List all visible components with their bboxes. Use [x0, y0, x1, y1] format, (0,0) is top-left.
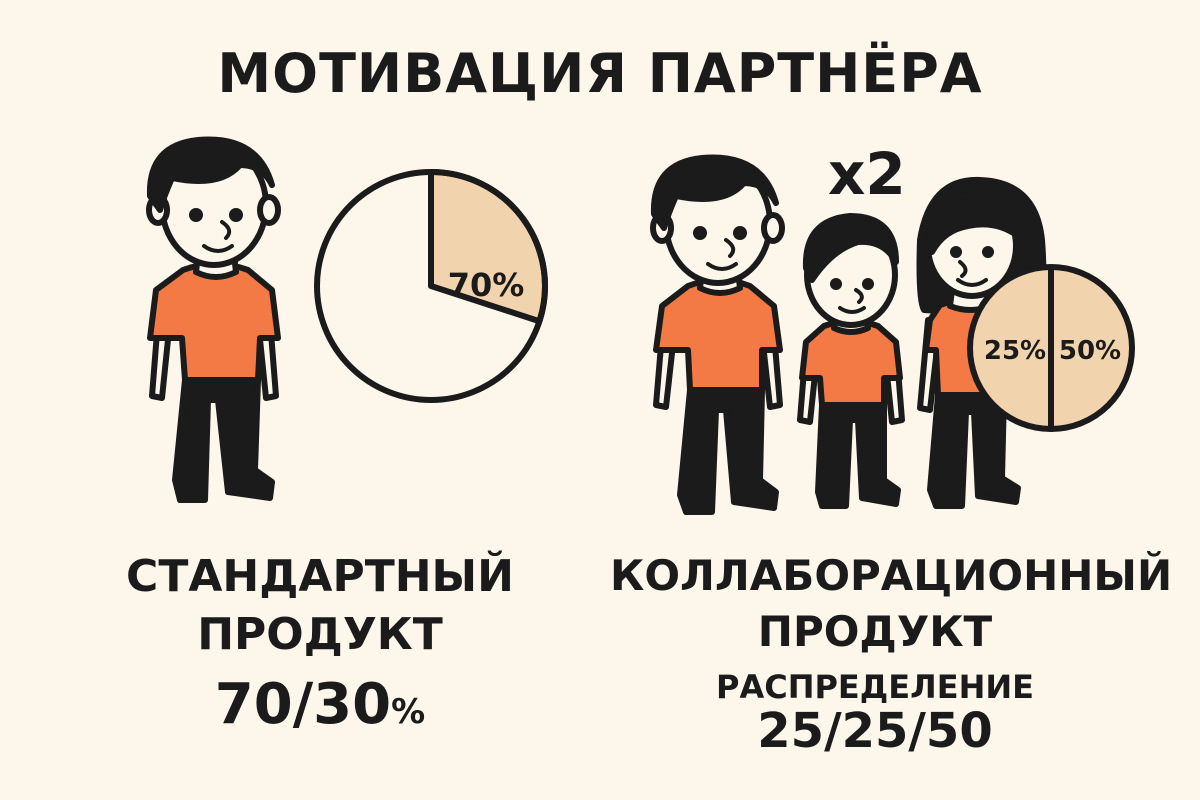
standard-split: 70/30% — [60, 672, 580, 737]
standard-product-label: СТАНДАРТНЫЙ ПРОДУКТ — [60, 548, 580, 664]
collab-label-line2: ПРОДУКТ — [757, 607, 993, 656]
boy-figure-icon — [797, 213, 905, 509]
pie-chart-icon: 25% 50% — [967, 264, 1135, 432]
distribution-value: 25/25/50 — [757, 703, 993, 759]
pie-label-70: 70% — [448, 266, 525, 304]
page-title: МОТИВАЦИЯ ПАРТНЁРА — [217, 42, 983, 105]
standard-split-unit: % — [391, 692, 426, 732]
collab-product-label: КОЛЛАБОРАЦИОННЫЙ ПРОДУКТ — [610, 548, 1173, 660]
man-figure-icon — [146, 136, 281, 503]
distribution-label: РАСПРЕДЕЛЕНИЕ — [715, 668, 1034, 706]
pie-chart-icon: 70% — [314, 169, 548, 403]
collab-label-line1: КОЛЛАБОРАЦИОННЫЙ — [610, 551, 1173, 600]
man-figure-icon — [650, 154, 785, 515]
multiplier-label: x2 — [828, 140, 906, 208]
standard-split-value: 70/30 — [214, 672, 392, 737]
standard-label-line1: СТАНДАРТНЫЙ — [126, 551, 514, 602]
pie-label-50: 50% — [1059, 336, 1121, 366]
standard-label-line2: ПРОДУКТ — [197, 609, 443, 660]
pie-label-25: 25% — [984, 336, 1046, 366]
